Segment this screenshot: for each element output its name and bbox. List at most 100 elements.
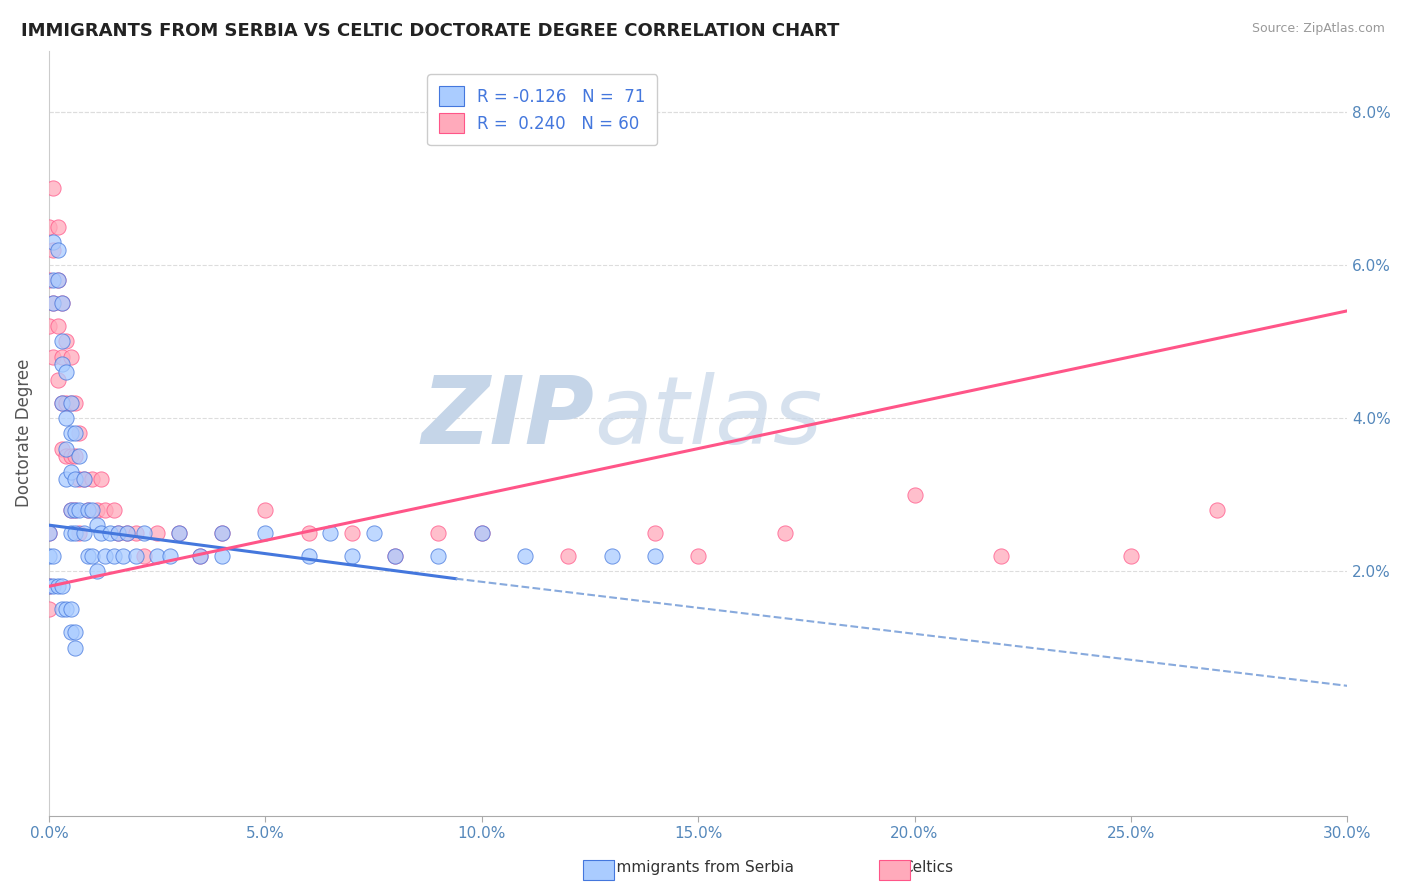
Point (107, 525, 129, 540)
Point (86, 503, 108, 517)
Point (67, 503, 90, 517)
Point (42, 350, 65, 364)
Point (471, 525, 494, 540)
Point (42, 296, 65, 310)
Point (63, 472, 86, 486)
Point (51, 334, 73, 349)
Point (51, 602, 73, 616)
Point (42, 181, 65, 195)
Point (63, 625, 86, 640)
Point (211, 549, 233, 563)
Point (427, 549, 450, 563)
Point (600, 549, 623, 563)
Point (86, 518, 108, 533)
Point (94, 549, 117, 563)
Point (134, 525, 156, 540)
Point (298, 549, 321, 563)
Point (688, 549, 710, 563)
Point (98, 525, 121, 540)
Point (63, 449, 86, 463)
Point (90, 472, 112, 486)
Point (644, 525, 666, 540)
Point (124, 549, 146, 563)
Point (72, 472, 94, 486)
Point (63, 426, 86, 441)
Point (107, 525, 129, 540)
Point (63, 640, 86, 655)
Point (190, 549, 212, 563)
Point (59, 503, 82, 517)
Point (167, 525, 190, 540)
Point (59, 503, 82, 517)
Point (103, 503, 125, 517)
Text: Celtics: Celtics (903, 861, 953, 875)
Point (363, 525, 385, 540)
Point (51, 296, 73, 310)
Point (67, 449, 90, 463)
Point (46, 219, 69, 234)
Point (51, 350, 73, 364)
Point (63, 395, 86, 409)
Point (46, 243, 69, 257)
Point (42, 549, 65, 563)
Point (94, 503, 117, 517)
Point (42, 579, 65, 593)
Point (46, 319, 69, 334)
Point (38, 579, 60, 593)
Point (644, 549, 666, 563)
Point (38, 525, 60, 540)
Point (63, 503, 86, 517)
Point (111, 549, 134, 563)
Point (55, 411, 77, 425)
Point (384, 549, 406, 563)
Point (211, 525, 233, 540)
Point (773, 525, 796, 540)
Point (59, 395, 82, 409)
Point (903, 487, 925, 501)
Point (55, 602, 77, 616)
Point (51, 296, 73, 310)
Point (42, 243, 65, 257)
Point (38, 549, 60, 563)
Point (51, 395, 73, 409)
Point (72, 525, 94, 540)
Point (38, 525, 60, 540)
Point (42, 296, 65, 310)
Point (1206, 503, 1229, 517)
Point (67, 525, 90, 540)
Point (124, 525, 146, 540)
Point (38, 273, 60, 287)
Point (59, 395, 82, 409)
Point (46, 373, 69, 387)
Point (59, 426, 82, 441)
Point (159, 549, 181, 563)
Point (77, 503, 100, 517)
Point (319, 525, 342, 540)
Point (340, 525, 363, 540)
Point (59, 525, 82, 540)
Point (90, 525, 112, 540)
Point (55, 365, 77, 379)
Point (384, 549, 406, 563)
Point (67, 472, 90, 486)
Legend: R = -0.126   N =  71, R =  0.240   N = 60: R = -0.126 N = 71, R = 0.240 N = 60 (427, 74, 658, 145)
Point (72, 472, 94, 486)
Point (254, 525, 277, 540)
Point (82, 549, 104, 563)
Point (51, 358, 73, 372)
Point (115, 525, 138, 540)
Point (51, 442, 73, 456)
Point (103, 549, 125, 563)
Point (340, 549, 363, 563)
Point (77, 503, 100, 517)
Point (82, 472, 104, 486)
Point (190, 549, 212, 563)
Point (77, 549, 100, 563)
Point (59, 602, 82, 616)
Point (46, 273, 69, 287)
Point (55, 442, 77, 456)
Point (146, 549, 169, 563)
Text: atlas: atlas (595, 373, 823, 464)
Text: IMMIGRANTS FROM SERBIA VS CELTIC DOCTORATE DEGREE CORRELATION CHART: IMMIGRANTS FROM SERBIA VS CELTIC DOCTORA… (21, 22, 839, 40)
Point (146, 525, 169, 540)
